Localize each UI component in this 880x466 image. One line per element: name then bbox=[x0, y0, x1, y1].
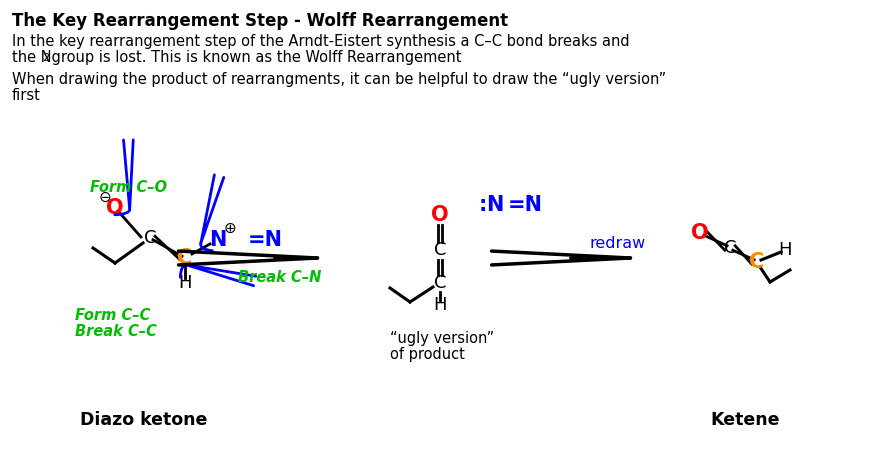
Text: ⊕: ⊕ bbox=[224, 220, 237, 235]
Text: =N: =N bbox=[248, 230, 283, 250]
Text: “ugly version”: “ugly version” bbox=[390, 330, 495, 345]
Text: Form C–O: Form C–O bbox=[90, 180, 167, 196]
Text: O: O bbox=[431, 205, 449, 225]
Text: C: C bbox=[434, 241, 446, 259]
Text: N: N bbox=[487, 195, 503, 215]
Text: C: C bbox=[178, 248, 193, 268]
Text: Break C–N: Break C–N bbox=[238, 270, 321, 286]
Text: =N: =N bbox=[508, 195, 543, 215]
Text: O: O bbox=[691, 223, 708, 243]
Text: ··: ·· bbox=[525, 191, 535, 206]
Text: Ketene: Ketene bbox=[710, 411, 780, 429]
Text: Break C–C: Break C–C bbox=[75, 324, 157, 340]
Text: C: C bbox=[723, 239, 737, 257]
Text: The Key Rearrangement Step - Wolff Rearrangement: The Key Rearrangement Step - Wolff Rearr… bbox=[12, 12, 508, 30]
Text: When drawing the product of rearrangments, it can be helpful to draw the “ugly v: When drawing the product of rearrangment… bbox=[12, 72, 666, 87]
Text: C: C bbox=[750, 252, 765, 272]
Text: redraw: redraw bbox=[590, 237, 646, 252]
Text: group is lost. This is known as the Wolff Rearrangement: group is lost. This is known as the Wolf… bbox=[47, 50, 461, 65]
Text: :: : bbox=[479, 195, 488, 215]
Text: Form C–C: Form C–C bbox=[75, 308, 150, 322]
Text: C: C bbox=[434, 274, 446, 292]
Text: ⊖: ⊖ bbox=[99, 190, 112, 205]
Text: H: H bbox=[179, 274, 192, 292]
Text: the N: the N bbox=[12, 50, 52, 65]
Text: N: N bbox=[209, 230, 227, 250]
Text: O: O bbox=[106, 198, 124, 218]
Text: first: first bbox=[12, 88, 40, 103]
Text: of product: of product bbox=[390, 347, 465, 362]
Text: C: C bbox=[143, 229, 157, 247]
Text: 2: 2 bbox=[42, 53, 49, 63]
Text: In the key rearrangement step of the Arndt-Eistert synthesis a C–C bond breaks a: In the key rearrangement step of the Arn… bbox=[12, 34, 629, 49]
Text: Diazo ketone: Diazo ketone bbox=[80, 411, 208, 429]
Text: H: H bbox=[433, 296, 447, 314]
Text: H: H bbox=[778, 241, 792, 259]
